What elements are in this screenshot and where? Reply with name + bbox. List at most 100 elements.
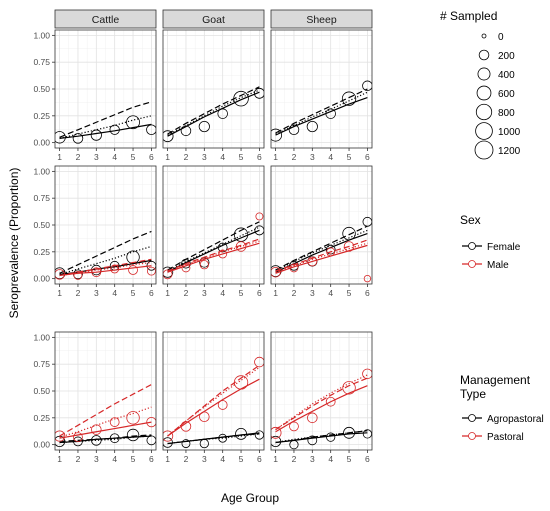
legend-size-key xyxy=(476,85,492,101)
x-tick-label: 2 xyxy=(184,454,189,464)
panel-border xyxy=(270,165,373,285)
data-point xyxy=(126,250,140,264)
panel-r1-c2: 1 2 3 4 5 6 xyxy=(270,165,373,298)
facet-panels: Cattle Goat Sheep 0.00 0.25 0.50 0.75 1.00 1 2 3 4 5… xyxy=(33,9,373,464)
data-point xyxy=(271,128,283,142)
data-point xyxy=(91,267,102,278)
data-point xyxy=(325,396,336,407)
data-point xyxy=(341,91,357,106)
data-point xyxy=(55,131,66,144)
series-solid-line xyxy=(59,421,152,439)
x-tick-label: 6 xyxy=(149,152,154,162)
data-point xyxy=(288,124,300,136)
y-axis-label: Seroprevalence (Proportion) xyxy=(7,168,21,319)
data-point xyxy=(198,120,210,133)
series-dashed-line xyxy=(275,377,368,431)
y-tick-label: 0.50 xyxy=(33,386,50,396)
legend-sex-label: Male xyxy=(487,260,509,271)
series-solid-line xyxy=(59,435,152,444)
data-point xyxy=(326,247,336,257)
data-point xyxy=(146,124,156,136)
x-tick-label: 4 xyxy=(112,152,117,162)
data-point xyxy=(218,249,228,259)
x-tick-label: 2 xyxy=(184,152,189,162)
data-point xyxy=(73,432,83,443)
x-tick-label: 4 xyxy=(220,288,225,298)
series-dotted-line xyxy=(275,242,368,273)
series-dotted-line xyxy=(167,366,260,437)
x-tick-label: 5 xyxy=(347,288,352,298)
data-point xyxy=(254,356,264,368)
series-dotted-line xyxy=(167,433,260,445)
y-tick-label: 0.50 xyxy=(33,220,50,230)
x-tick-label: 1 xyxy=(57,288,62,298)
x-tick-label: 6 xyxy=(149,288,154,298)
legend-sex-label: Female xyxy=(487,242,521,253)
x-tick-label: 3 xyxy=(202,152,207,162)
x-tick-label: 5 xyxy=(347,454,352,464)
data-point xyxy=(72,133,84,144)
x-tick-label: 3 xyxy=(310,288,315,298)
data-point xyxy=(109,124,120,135)
legend-sex-title: Sex xyxy=(460,213,481,227)
y-tick-label: 0.25 xyxy=(33,413,50,423)
series-dashed-line xyxy=(167,238,260,272)
x-tick-label: 6 xyxy=(365,288,370,298)
data-point xyxy=(90,129,102,141)
panel-data xyxy=(271,216,372,283)
panel-border xyxy=(162,331,265,451)
panel-border xyxy=(270,331,373,451)
series-solid-line xyxy=(167,91,260,137)
y-tick-label: 0.25 xyxy=(33,247,50,257)
legend-size-label: 1000 xyxy=(498,127,521,138)
data-point xyxy=(110,264,120,274)
facet-strip-label-sheep: Sheep xyxy=(306,14,337,26)
series-solid-line xyxy=(275,97,368,136)
data-point xyxy=(289,263,299,273)
legend-management-key-point xyxy=(468,432,476,440)
series-dotted-line xyxy=(275,91,368,135)
data-point xyxy=(217,400,228,410)
x-tick-label: 3 xyxy=(310,152,315,162)
legend-management-title: Management xyxy=(460,373,531,387)
panel-data xyxy=(271,80,372,142)
data-point xyxy=(55,267,66,280)
data-point xyxy=(217,108,228,119)
data-point xyxy=(146,266,156,276)
series-dotted-line xyxy=(59,261,152,277)
data-point xyxy=(362,80,372,92)
x-tick-label: 6 xyxy=(257,152,262,162)
x-tick-label: 1 xyxy=(165,454,170,464)
legend-size-key xyxy=(481,33,487,39)
data-point xyxy=(199,438,209,449)
panel-r2-c1: 1 2 3 4 5 6 xyxy=(162,331,265,464)
x-tick-label: 6 xyxy=(257,454,262,464)
y-tick-label: 0.75 xyxy=(33,359,50,369)
legend-size-label: 600 xyxy=(498,89,515,100)
y-tick-label: 0.25 xyxy=(33,111,50,121)
panel-r1-c0: 0.00 0.25 0.50 0.75 1.00 1 2 3 4 5 6 xyxy=(33,165,157,298)
data-point xyxy=(73,436,83,447)
x-tick-label: 4 xyxy=(112,288,117,298)
data-point xyxy=(218,433,228,443)
y-tick-label: 0.00 xyxy=(33,274,50,284)
data-point xyxy=(163,130,174,143)
data-point xyxy=(233,90,249,107)
legend-size-key xyxy=(475,122,493,140)
data-point xyxy=(163,430,174,442)
y-tick-label: 0.75 xyxy=(33,193,50,203)
legend-size-key xyxy=(477,67,491,81)
x-tick-label: 4 xyxy=(328,288,333,298)
series-solid-line xyxy=(167,229,260,273)
legend-management-key-point xyxy=(468,414,476,422)
x-tick-label: 5 xyxy=(239,152,244,162)
panel-data xyxy=(163,212,264,280)
legend-management-label: Agropastoral xyxy=(487,414,544,425)
series-dashed-line xyxy=(275,239,368,272)
data-point xyxy=(342,226,356,241)
y-tick-label: 0.75 xyxy=(33,57,50,67)
series-solid-line xyxy=(59,265,152,277)
data-point xyxy=(342,381,356,395)
data-point xyxy=(199,260,209,270)
